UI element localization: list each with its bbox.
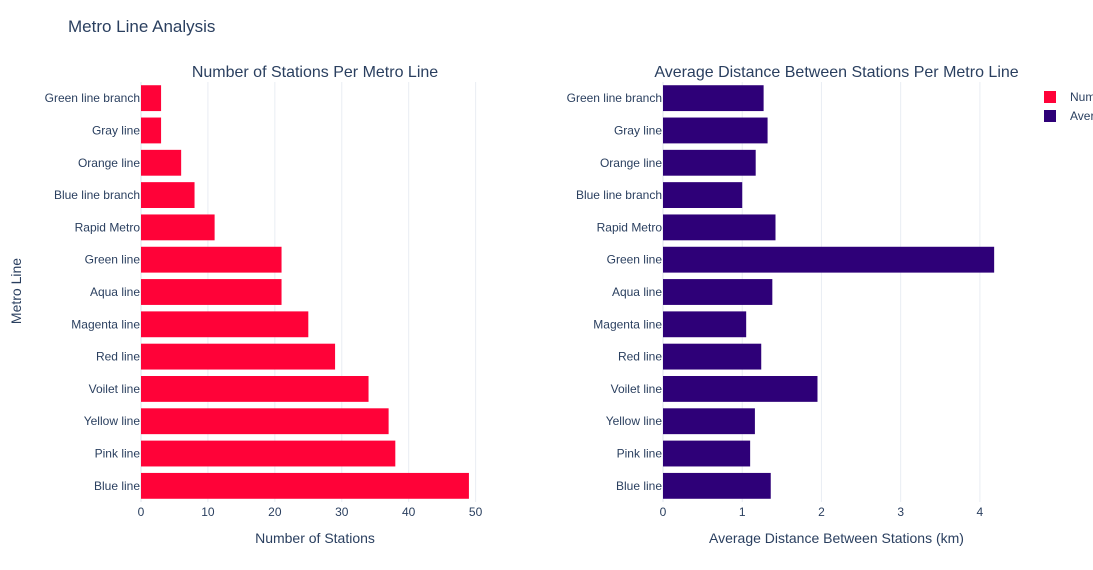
y-tick-label: Yellow line	[606, 414, 663, 428]
x-tick-label: 50	[469, 505, 483, 519]
y-tick-label: Magenta line	[71, 317, 140, 331]
x-axis-title: Average Distance Between Stations (km)	[709, 530, 964, 546]
legend-swatch[interactable]	[1044, 91, 1056, 103]
x-tick-label: 2	[818, 505, 825, 519]
legend-label[interactable]: Number of Stations	[1070, 90, 1093, 104]
bar[interactable]	[141, 343, 336, 370]
x-axis-title: Number of Stations	[255, 530, 375, 546]
y-tick-label: Gray line	[614, 123, 662, 137]
bar[interactable]	[141, 376, 369, 402]
y-tick-label: Magenta line	[593, 317, 662, 331]
bar[interactable]	[141, 279, 282, 305]
bar[interactable]	[141, 472, 469, 499]
x-tick-label: 10	[201, 505, 215, 519]
bar[interactable]	[141, 311, 309, 338]
x-tick-label: 40	[402, 505, 416, 519]
legend-swatch[interactable]	[1044, 110, 1056, 122]
legend-label[interactable]: Average Distance Between Stations (km)	[1070, 109, 1093, 123]
y-tick-label: Green line	[85, 253, 141, 267]
y-tick-label: Aqua line	[90, 285, 140, 299]
y-tick-label: Voilet line	[89, 382, 141, 396]
y-tick-label: Blue line	[616, 479, 662, 493]
y-tick-label: Aqua line	[612, 285, 662, 299]
bar[interactable]	[663, 472, 771, 499]
bar[interactable]	[141, 214, 215, 241]
y-tick-label: Red line	[96, 350, 140, 364]
y-tick-label: Green line branch	[45, 91, 140, 105]
y-tick-label: Rapid Metro	[597, 220, 663, 234]
x-tick-label: 20	[268, 505, 282, 519]
x-tick-label: 0	[138, 505, 145, 519]
subplot-title: Number of Stations Per Metro Line	[192, 64, 438, 81]
bar[interactable]	[663, 279, 773, 305]
bar[interactable]	[663, 440, 751, 467]
y-tick-label: Pink line	[617, 447, 663, 461]
bar[interactable]	[141, 117, 162, 144]
y-tick-label: Blue line branch	[576, 188, 662, 202]
bar[interactable]	[663, 117, 768, 144]
bar[interactable]	[663, 376, 818, 402]
y-tick-label: Rapid Metro	[75, 220, 141, 234]
bar[interactable]	[141, 408, 389, 435]
bar[interactable]	[663, 343, 762, 370]
x-tick-label: 0	[660, 505, 667, 519]
y-tick-label: Yellow line	[84, 414, 141, 428]
bar[interactable]	[663, 246, 995, 273]
y-tick-label: Green line branch	[567, 91, 662, 105]
bar[interactable]	[663, 149, 756, 176]
bar[interactable]	[663, 408, 755, 435]
y-tick-label: Blue line branch	[54, 188, 140, 202]
x-tick-label: 4	[977, 505, 984, 519]
bar[interactable]	[141, 182, 195, 208]
subplot-title: Average Distance Between Stations Per Me…	[654, 64, 1018, 81]
legend[interactable]: Number of Stations Average Distance Betwe…	[1044, 90, 1093, 123]
bar[interactable]	[141, 440, 396, 467]
bar[interactable]	[141, 246, 282, 273]
y-tick-label: Green line	[607, 253, 663, 267]
y-tick-label: Red line	[618, 350, 662, 364]
y-tick-label: Orange line	[78, 156, 140, 170]
y-tick-label: Blue line	[94, 479, 140, 493]
stations-subplot: 0 10 20 30 40 50 Green line branch Gray line Ora…	[45, 64, 483, 546]
bar[interactable]	[663, 214, 776, 241]
y-axis-title: Metro Line	[8, 258, 24, 324]
y-tick-label: Gray line	[92, 123, 140, 137]
y-tick-label: Orange line	[600, 156, 662, 170]
bar[interactable]	[663, 311, 747, 338]
bar[interactable]	[663, 182, 743, 208]
x-tick-label: 30	[335, 505, 349, 519]
bar[interactable]	[663, 85, 764, 112]
y-tick-label: Voilet line	[611, 382, 663, 396]
bar[interactable]	[141, 85, 162, 112]
x-tick-label: 3	[897, 505, 904, 519]
distance-subplot: 0 1 2 3 4 Green line branch Gray line Orange li…	[567, 64, 1019, 546]
y-tick-label: Pink line	[95, 447, 141, 461]
x-tick-label: 1	[739, 505, 746, 519]
bar[interactable]	[141, 149, 182, 176]
figure-title: Metro Line Analysis	[68, 17, 215, 36]
